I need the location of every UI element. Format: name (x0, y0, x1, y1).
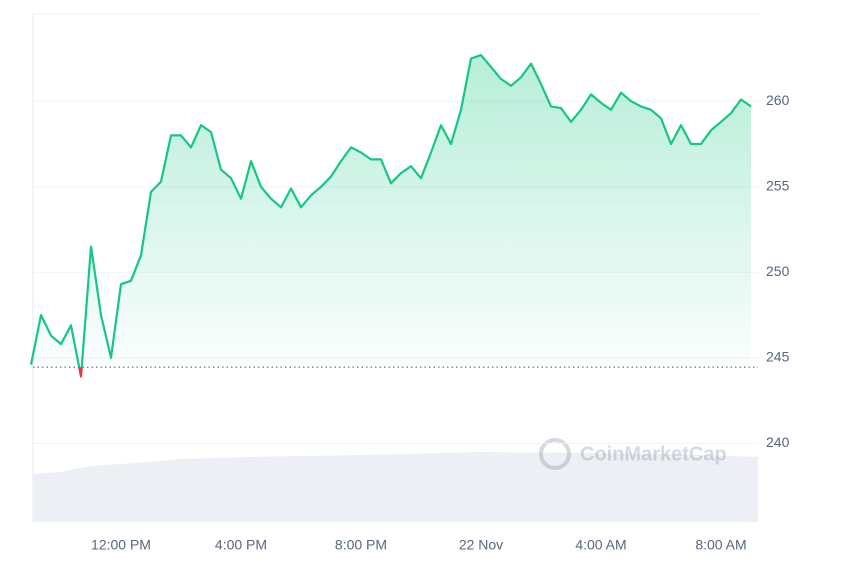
y-tick-label: 255 (766, 177, 790, 193)
x-tick-label: 8:00 PM (335, 537, 387, 553)
y-tick-label: 245 (766, 349, 790, 365)
x-tick-label: 22 Nov (459, 537, 503, 553)
volume-area (33, 452, 758, 522)
x-tick-label: 4:00 AM (575, 537, 626, 553)
watermark: CoinMarketCap (539, 438, 727, 470)
y-tick-label: 250 (766, 263, 790, 279)
price-line (29, 54, 752, 378)
x-tick-label: 4:00 PM (215, 537, 267, 553)
x-tick-label: 12:00 PM (91, 537, 151, 553)
y-tick-label: 260 (766, 92, 790, 108)
area-fill (31, 55, 751, 377)
y-tick-label: 240 (766, 434, 790, 450)
x-tick-label: 8:00 AM (695, 537, 746, 553)
watermark-text: CoinMarketCap (580, 443, 727, 465)
